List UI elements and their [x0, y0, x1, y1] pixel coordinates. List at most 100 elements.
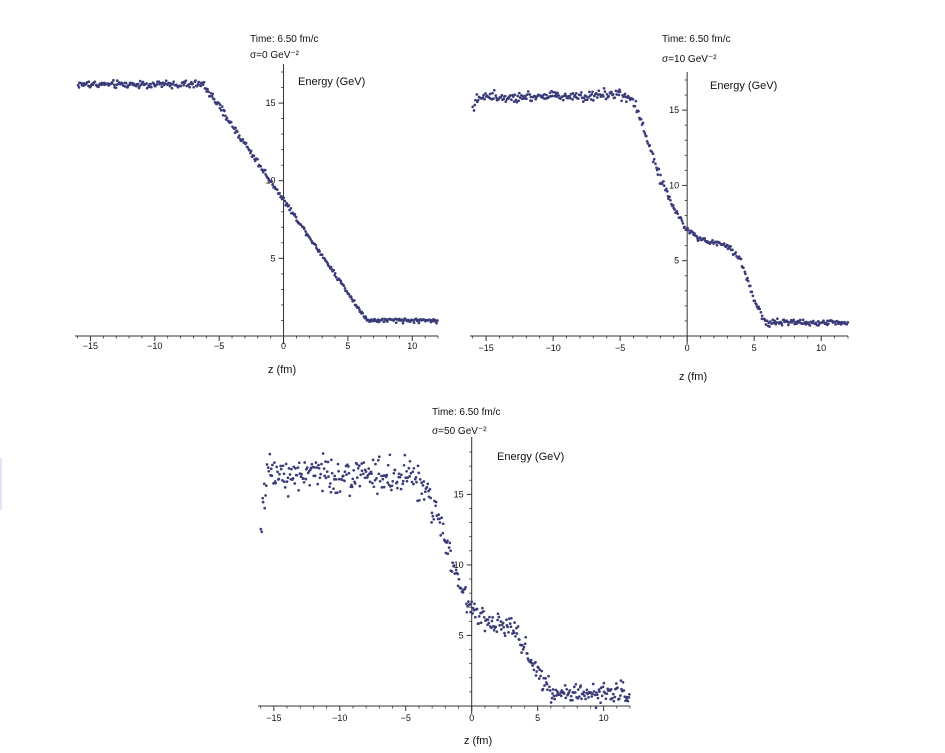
data-point [218, 106, 222, 110]
data-point [773, 319, 777, 323]
data-point [539, 674, 542, 678]
data-point [505, 618, 508, 622]
data-point [164, 79, 168, 83]
data-point [256, 157, 259, 161]
data-point [206, 87, 209, 91]
data-point [621, 680, 625, 684]
x-tick-label: 5 [345, 341, 350, 351]
data-point [715, 243, 719, 247]
data-point [381, 477, 385, 481]
data-point [303, 461, 307, 464]
data-point [534, 674, 538, 677]
data-point [343, 479, 346, 483]
data-point [415, 480, 418, 484]
data-point [553, 697, 557, 701]
data-point [698, 236, 702, 239]
data-point [687, 228, 690, 232]
data-point [195, 84, 199, 88]
data-point [562, 94, 566, 98]
data-point [604, 97, 608, 101]
data-point [508, 622, 512, 625]
data-point [418, 478, 422, 481]
data-point [648, 143, 652, 147]
data-point [846, 321, 850, 324]
data-point [207, 90, 210, 94]
data-point [573, 93, 577, 97]
data-point [583, 694, 586, 698]
data-point [282, 472, 286, 476]
data-point [452, 564, 456, 567]
data-point [792, 318, 796, 322]
data-point [507, 631, 510, 634]
data-point [545, 682, 549, 686]
data-point [438, 517, 441, 521]
data-point [507, 617, 511, 621]
data-point [573, 691, 577, 694]
data-point [269, 467, 273, 471]
data-point [405, 469, 408, 473]
data-point [440, 516, 443, 520]
data-point [637, 109, 640, 113]
data-point [422, 480, 426, 483]
data-point [286, 495, 290, 498]
data-point [471, 612, 474, 615]
data-point [249, 151, 252, 155]
data-point [537, 666, 540, 669]
data-point [396, 486, 399, 490]
data-point [610, 90, 613, 94]
data-point [428, 487, 432, 491]
data-point [326, 460, 330, 464]
data-point [595, 691, 598, 694]
data-point [276, 470, 279, 474]
data-point [576, 688, 580, 691]
data-point [429, 496, 433, 500]
data-point [548, 685, 551, 689]
data-point [338, 490, 342, 493]
data-point [183, 81, 187, 85]
data-point [410, 480, 414, 484]
data-point [358, 484, 362, 488]
data-point [167, 81, 170, 85]
data-point [731, 248, 734, 252]
data-point [273, 461, 276, 464]
data-point [491, 91, 494, 95]
data-point [159, 82, 163, 86]
data-point [727, 244, 730, 248]
data-point [328, 482, 332, 485]
data-point [514, 98, 518, 102]
data-point [314, 461, 318, 464]
data-point [300, 472, 303, 476]
data-point [393, 468, 397, 472]
data-point [513, 93, 517, 97]
data-point [399, 487, 403, 491]
data-point [839, 323, 843, 326]
data-point [743, 270, 747, 274]
data-point [529, 658, 533, 662]
data-point [624, 699, 627, 703]
data-point [490, 626, 493, 630]
data-point [170, 86, 174, 90]
data-point [798, 318, 802, 322]
data-point [571, 98, 574, 101]
data-point [618, 90, 622, 94]
data-point [370, 472, 373, 475]
data-point [520, 651, 523, 654]
data-point [380, 486, 384, 489]
data-point [267, 469, 271, 473]
data-point [506, 625, 510, 629]
data-point [201, 83, 205, 87]
data-point [495, 96, 498, 100]
data-point [764, 323, 768, 326]
data-point [374, 462, 377, 466]
data-point [496, 618, 499, 622]
data-point [562, 692, 566, 695]
data-point [695, 235, 699, 238]
data-point [468, 602, 472, 606]
data-point [220, 105, 224, 108]
data-point [543, 684, 546, 687]
data-point [305, 466, 309, 469]
data-point [651, 152, 655, 156]
data-point [337, 477, 341, 481]
data-point [775, 321, 779, 324]
data-point [479, 621, 483, 625]
